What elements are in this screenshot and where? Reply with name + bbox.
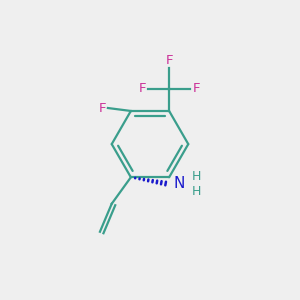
Text: H: H	[192, 170, 201, 183]
Text: F: F	[192, 82, 200, 95]
Text: N: N	[173, 176, 185, 190]
Text: F: F	[98, 101, 106, 115]
Text: F: F	[165, 54, 173, 67]
Text: H: H	[192, 185, 201, 198]
Text: F: F	[138, 82, 146, 95]
